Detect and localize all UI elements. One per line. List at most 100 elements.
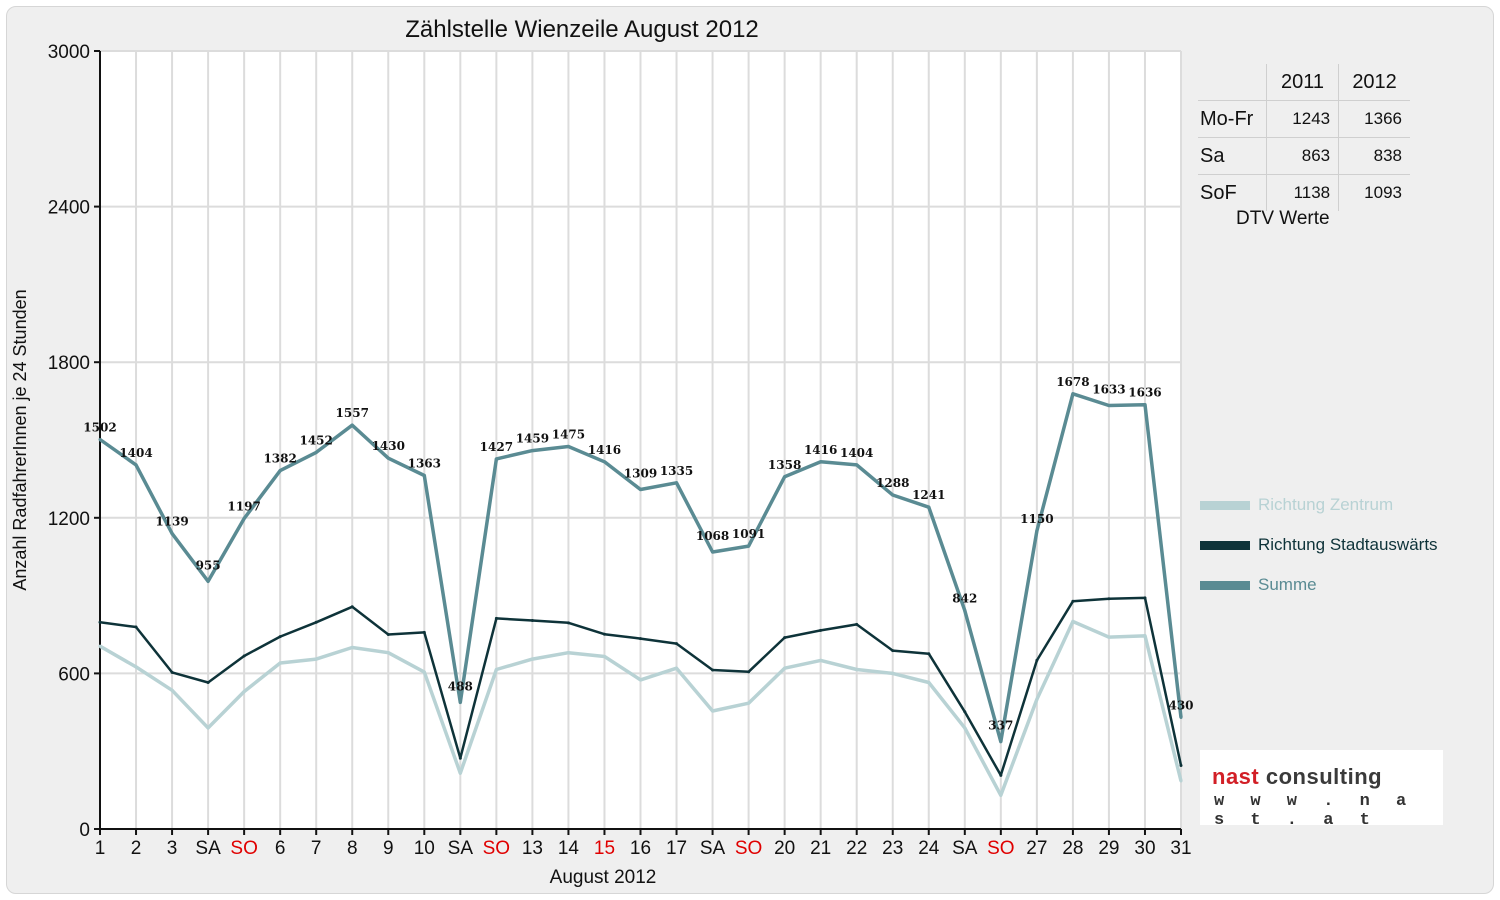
x-tick-label: SO	[987, 838, 1014, 859]
data-point	[458, 771, 462, 775]
legend-swatch	[1200, 580, 1250, 590]
data-point	[747, 701, 751, 705]
chart-title: Zählstelle Wienzeile August 2012	[405, 16, 759, 43]
data-label: 1430	[372, 439, 405, 453]
x-tick-label: 14	[558, 838, 580, 859]
data-point	[1035, 658, 1039, 662]
data-point	[494, 616, 498, 620]
data-point	[386, 456, 390, 460]
dtv-row-label: Mo-Fr	[1198, 100, 1267, 138]
data-label: 1459	[516, 432, 549, 446]
data-point	[242, 654, 246, 658]
data-point	[891, 649, 895, 653]
data-point	[458, 756, 462, 760]
y-axis-title: Anzahl RadfahrerInnen je 24 Stunden	[10, 289, 30, 590]
x-tick-label: 13	[522, 838, 543, 859]
dtv-col-header: 2011	[1265, 64, 1339, 101]
data-point	[855, 668, 859, 672]
data-point	[134, 665, 138, 669]
x-tick-label: SO	[483, 838, 510, 859]
y-tick-label: 600	[58, 664, 90, 685]
data-point	[170, 532, 174, 536]
data-point	[386, 651, 390, 655]
data-point	[386, 633, 390, 636]
data-point	[206, 726, 210, 730]
x-tick-label: SA	[448, 838, 474, 859]
x-tick-label: SO	[230, 838, 257, 859]
dtv-table: 2011 2012 Mo-Fr 1243 1366 Sa 863 838 SoF…	[1198, 64, 1410, 211]
data-point	[350, 605, 354, 609]
data-point	[350, 423, 354, 427]
data-label: 1678	[1056, 375, 1089, 389]
data-label: 1416	[588, 443, 621, 457]
data-label: 1139	[155, 515, 188, 529]
data-point	[170, 670, 174, 674]
data-point	[999, 773, 1003, 777]
x-tick-label: 7	[311, 838, 322, 859]
data-point	[134, 625, 138, 629]
x-tick-label: 10	[414, 838, 435, 859]
data-point	[1071, 620, 1075, 624]
data-point	[639, 637, 642, 641]
data-point	[855, 463, 859, 467]
x-tick-label: SA	[952, 838, 978, 859]
x-tick-label: 30	[1134, 838, 1155, 859]
data-point	[855, 622, 859, 626]
data-point	[1107, 404, 1111, 408]
data-label: 1309	[624, 467, 657, 481]
data-point	[566, 621, 570, 625]
data-label: 1358	[768, 458, 801, 472]
data-point	[675, 642, 679, 646]
data-label: 1335	[660, 464, 693, 478]
x-tick-label: SA	[195, 838, 221, 859]
y-tick-label: 0	[79, 820, 90, 841]
data-point	[783, 666, 787, 670]
legend-swatch	[1200, 540, 1250, 550]
data-label: 1404	[840, 446, 873, 460]
data-point	[711, 668, 715, 672]
data-label: 1404	[119, 446, 152, 460]
data-point	[1071, 599, 1075, 603]
x-tick-label: 16	[630, 838, 651, 859]
data-label: 1452	[299, 433, 332, 447]
x-tick-label: 27	[1026, 838, 1047, 859]
data-label: 955	[196, 558, 221, 572]
dtv-cell: 1243	[1265, 100, 1339, 138]
dtv-caption: DTV Werte	[1236, 208, 1330, 229]
data-point	[602, 460, 606, 464]
data-label: 1363	[408, 457, 441, 471]
data-label: 1150	[1020, 512, 1053, 526]
logo-word-consulting: consulting	[1259, 764, 1383, 789]
x-tick-label: 9	[383, 838, 394, 859]
data-point	[819, 628, 823, 632]
dtv-cell: 1366	[1338, 100, 1410, 138]
data-point	[278, 661, 282, 665]
x-tick-label: 22	[846, 838, 867, 859]
dtv-row: Mo-Fr 1243 1366	[1198, 100, 1410, 138]
y-tick-label: 2400	[48, 198, 90, 219]
data-point	[530, 618, 534, 622]
data-point	[675, 666, 679, 670]
data-label: 1636	[1128, 386, 1161, 400]
data-point	[566, 444, 570, 448]
data-point	[1143, 596, 1147, 600]
data-point	[999, 793, 1003, 797]
y-tick-label: 1800	[48, 353, 90, 374]
data-point	[747, 544, 751, 548]
data-point	[819, 460, 823, 464]
data-point	[891, 671, 895, 675]
data-point	[639, 678, 642, 682]
dtv-cell: 838	[1338, 137, 1410, 175]
company-logo: nast consulting w w w . n a s t . a t	[1200, 750, 1443, 830]
x-tick-label: SO	[735, 838, 762, 859]
data-point	[1179, 715, 1183, 719]
data-point	[819, 658, 823, 662]
dtv-row-label: Sa	[1198, 137, 1267, 175]
data-point	[350, 645, 354, 649]
x-tick-label: 1	[95, 838, 106, 859]
data-point	[170, 688, 174, 692]
dtv-row-label: SoF	[1200, 181, 1237, 204]
x-tick-label: SA	[700, 838, 726, 859]
data-label: 1241	[912, 488, 945, 502]
data-point	[566, 651, 570, 655]
